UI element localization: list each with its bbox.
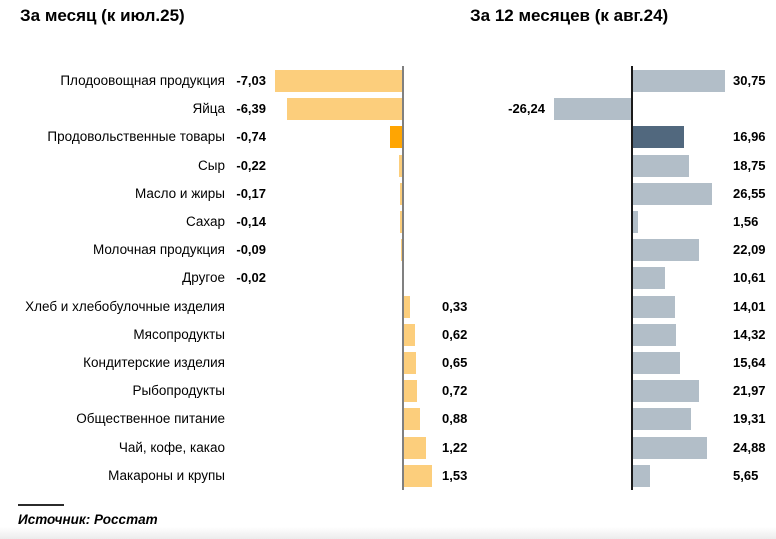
month-value-label: -6,39 [236,101,266,117]
year-bar-highlighted [633,126,684,149]
category-label: Мясопродукты [133,326,225,342]
year-bar [633,436,707,459]
month-value-label: -0,74 [236,129,266,145]
source-caption: Источник: Росстат [18,512,158,527]
month-bar [399,154,403,177]
year-bar [633,239,699,262]
year-bar [633,352,680,374]
year-value-label: 30,75 [733,73,766,88]
year-value-label: 1,56 [733,214,759,229]
year-value-label: 18,75 [733,157,766,173]
category-label: Яйца [192,101,225,117]
month-value-label: 0,88 [442,411,468,427]
source-divider-line [18,504,64,506]
year-bar [633,323,676,346]
month-bar [404,295,410,318]
left-panel-title: За месяц (к июл.25) [20,6,185,25]
month-value-label: 1,22 [442,439,468,455]
year-bar [633,267,665,290]
year-value-label: 24,88 [733,439,766,455]
year-bar [554,98,632,121]
category-label: Масло и жиры [134,185,225,201]
month-bar [404,436,426,459]
year-bar [633,154,689,177]
left-panel-axis-line [402,66,404,490]
month-bar [404,464,432,487]
year-value-label: 15,64 [733,355,766,370]
year-value-label: 14,01 [733,298,766,314]
year-value-label: 16,96 [733,129,766,145]
category-label: Общественное питание [76,411,225,427]
month-value-label: -7,03 [236,73,266,88]
year-bar [633,70,725,92]
month-value-label: 0,65 [442,355,468,370]
month-bar [275,70,403,92]
month-value-label: 0,72 [442,383,468,399]
year-bar [633,211,638,233]
category-label: Кондитерские изделия [83,355,225,370]
month-value-label: -0,14 [236,214,266,229]
month-bar [400,182,403,205]
year-bar [633,295,675,318]
month-bar [287,98,403,121]
category-label: Рыбопродукты [132,383,225,399]
month-value-label: -0,22 [236,157,266,173]
year-bar [633,182,712,205]
month-value-label: -0,09 [236,242,266,258]
category-label: Сахар [185,214,225,229]
year-value-label: -26,24 [508,101,545,117]
category-label: Чай, кофе, какао [118,439,225,455]
category-label: Другое [182,270,225,286]
month-bar [404,408,420,431]
bottom-fade [0,527,776,539]
month-bar [400,211,403,233]
category-label: Хлеб и хлебобулочные изделия [25,298,225,314]
month-value-label: 0,62 [442,326,468,342]
month-bar-highlighted [390,126,403,149]
year-value-label: 22,09 [733,242,766,258]
year-value-label: 10,61 [733,270,766,286]
year-bar [633,408,691,431]
month-bar [404,380,417,403]
year-value-label: 14,32 [733,326,766,342]
year-value-label: 5,65 [733,467,759,483]
category-label: Сыр [198,157,225,173]
category-label: Плодоовощная продукция [60,73,225,88]
category-label: Макароны и крупы [108,467,225,483]
year-value-label: 26,55 [733,185,766,201]
year-bar [633,464,650,487]
month-value-label: -0,02 [236,270,266,286]
right-panel-title: За 12 месяцев (к авг.24) [470,6,669,25]
category-label: Продовольственные товары [47,129,225,145]
month-bar [404,352,416,374]
month-value-label: -0,17 [236,185,266,201]
month-value-label: 0,33 [442,298,468,314]
category-label: Молочная продукция [92,242,225,258]
right-panel-axis-line [631,66,633,490]
month-bar [404,323,415,346]
year-value-label: 21,97 [733,383,766,399]
year-value-label: 19,31 [733,411,766,427]
month-value-label: 1,53 [442,467,468,483]
year-bar [633,380,699,403]
